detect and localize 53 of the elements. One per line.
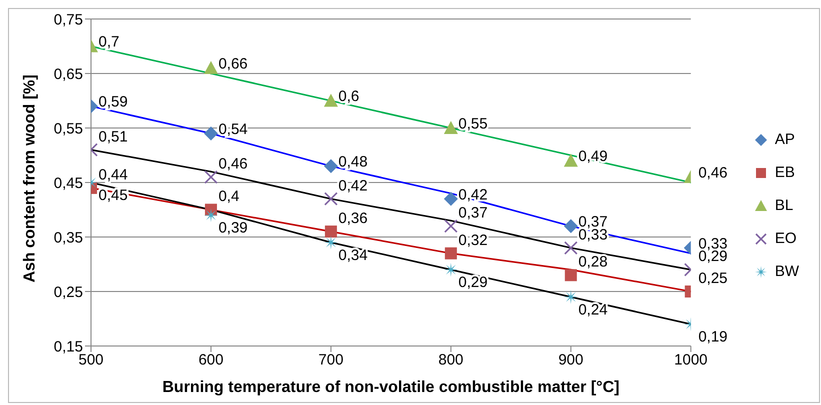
data-label: 0,42 <box>338 177 368 194</box>
data-label: 0,55 <box>458 115 488 132</box>
y-tick-label: 0,65 <box>54 66 83 83</box>
data-label: 0,54 <box>218 120 248 138</box>
point <box>444 262 458 277</box>
x-axis-title: Burning temperature of non-volatile combustible matter [°C] <box>162 379 620 396</box>
legend-label: AP <box>774 131 795 148</box>
y-tick-label: 0,45 <box>54 174 83 192</box>
data-label: 0,44 <box>98 166 128 184</box>
data-label: 0,7 <box>98 34 120 51</box>
y-tick-label: 0,35 <box>54 229 83 246</box>
legend-label: EB <box>774 164 795 181</box>
data-label: 0,42 <box>458 186 488 204</box>
data-label: 0,51 <box>98 128 128 146</box>
data-label: 0,46 <box>218 156 248 173</box>
data-label: 0,6 <box>338 88 360 106</box>
data-label: 0,19 <box>698 328 728 346</box>
point <box>324 192 338 206</box>
data-label: 0,46 <box>698 164 728 182</box>
x-tick-label: 600 <box>198 352 224 369</box>
data-label: 0,32 <box>458 232 488 249</box>
legend-label: BW <box>774 263 799 280</box>
data-label: 0,66 <box>218 56 248 73</box>
data-label: 0,48 <box>338 154 368 171</box>
data-label: 0,59 <box>98 94 128 111</box>
data-label: 0,45 <box>98 186 128 204</box>
legend-label: BL <box>774 197 794 214</box>
x-tick-label: 700 <box>318 352 344 369</box>
data-label: 0,36 <box>338 210 368 228</box>
data-label: 0,4 <box>218 188 240 206</box>
x-tick-label: 900 <box>558 352 584 369</box>
x-tick-label: 800 <box>438 352 464 369</box>
data-label: 0,24 <box>578 301 608 318</box>
data-label: 0,29 <box>458 274 488 292</box>
y-tick-label: 0,75 <box>54 11 83 28</box>
point <box>444 219 458 233</box>
data-label: 0,25 <box>698 270 728 287</box>
y-axis-title: Ash content from wood [%] <box>22 74 39 282</box>
data-label: 0,28 <box>578 254 608 271</box>
y-tick-label: 0,55 <box>54 120 83 138</box>
point <box>324 226 337 238</box>
point <box>324 94 338 107</box>
point <box>444 247 457 260</box>
data-label: 0,39 <box>218 220 248 237</box>
point <box>324 235 338 250</box>
point <box>324 159 338 174</box>
y-tick-label: 0,25 <box>54 284 83 301</box>
data-label: 0,37 <box>458 204 488 222</box>
x-tick-label: 1000 <box>674 352 708 369</box>
point <box>444 121 458 134</box>
data-label: 0,34 <box>338 246 368 264</box>
legend-label: EO <box>774 230 797 247</box>
point <box>444 192 458 206</box>
